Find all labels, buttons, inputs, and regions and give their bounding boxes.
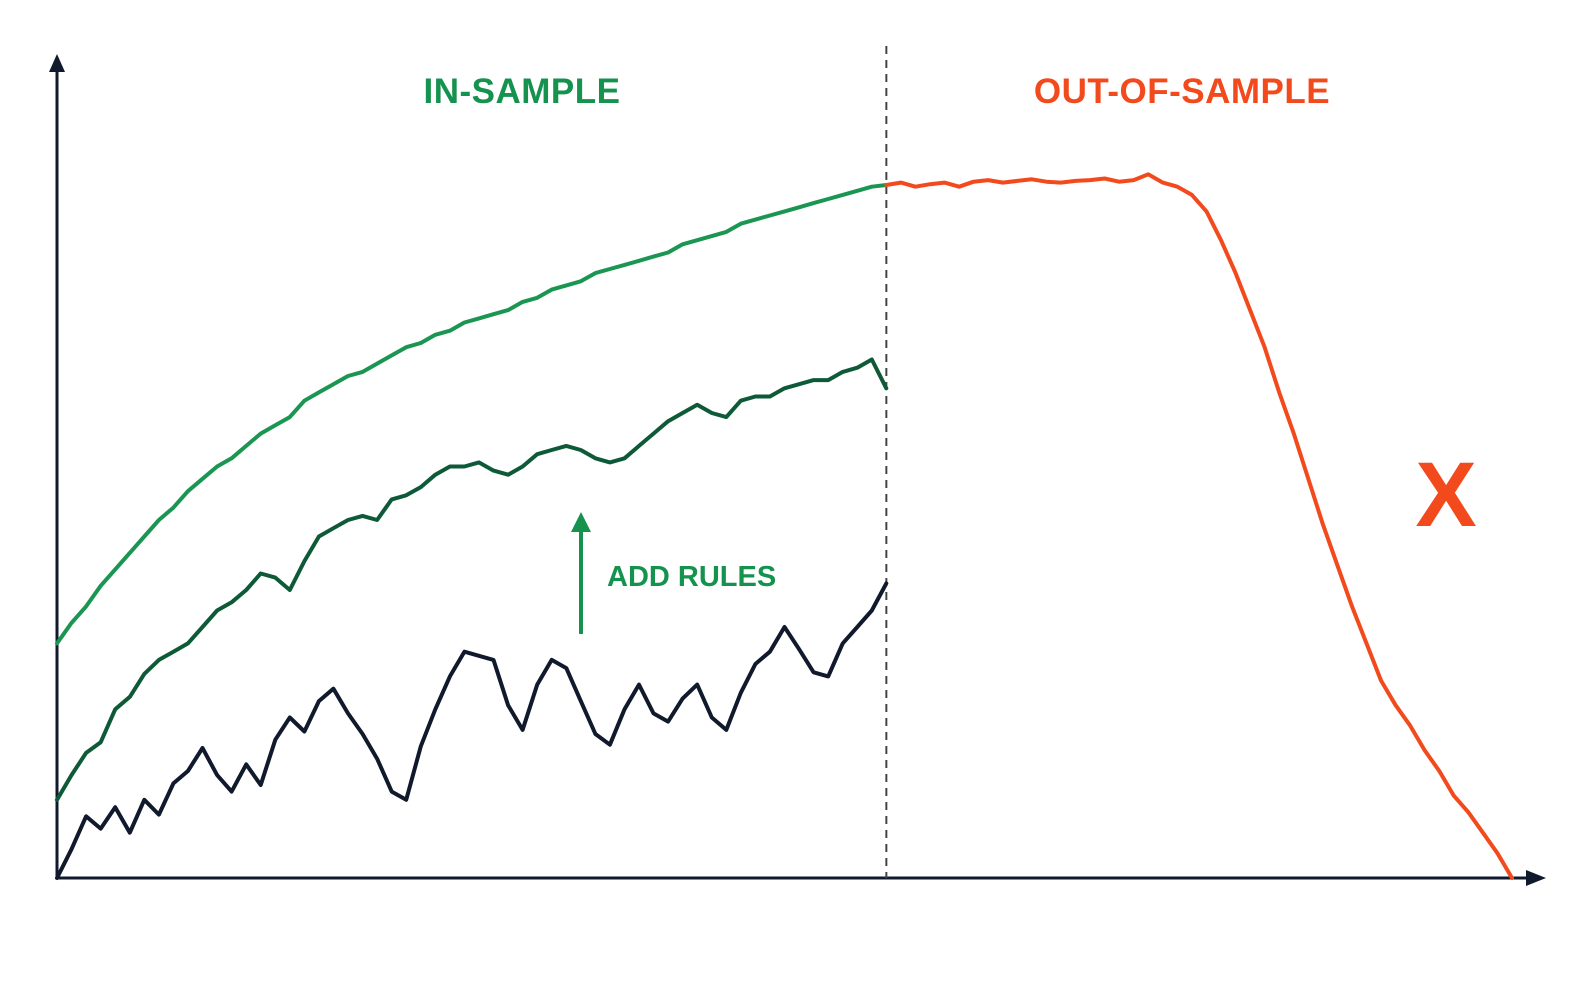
max-rules-series-line xyxy=(55,183,889,646)
out-of-sample-label: OUT-OF-SAMPLE xyxy=(1034,72,1330,111)
y-axis-arrow xyxy=(49,54,65,72)
fail-x-mark: X xyxy=(1415,444,1476,546)
add-rules-label: ADD RULES xyxy=(607,561,776,593)
out-of-sample-series-line xyxy=(884,172,1514,880)
in-sample-label: IN-SAMPLE xyxy=(424,72,621,111)
add-rules-arrow-head-icon xyxy=(571,512,591,532)
baseline-series-line xyxy=(55,581,889,880)
x-axis-arrow xyxy=(1526,870,1546,886)
mid-rules-series-line xyxy=(55,357,889,802)
series-layer xyxy=(55,172,1514,880)
